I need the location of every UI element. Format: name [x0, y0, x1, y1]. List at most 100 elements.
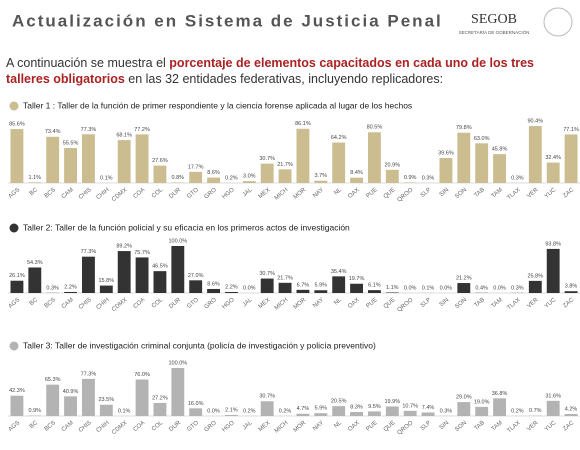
- value-label: 0.4%: [475, 285, 488, 291]
- chart-title: Taller 1 : Taller de la función de prime…: [23, 100, 412, 110]
- bar: [82, 134, 95, 183]
- x-tick-label: MOR: [293, 297, 308, 311]
- x-tick-label: TAM: [491, 297, 504, 309]
- value-label: 1.1%: [386, 285, 399, 291]
- x-tick-label: YUC: [544, 420, 558, 433]
- value-label: 0.2%: [225, 175, 238, 181]
- bar: [64, 291, 77, 293]
- bar: [153, 165, 167, 183]
- bar: [117, 140, 131, 183]
- value-label: 9.5%: [368, 404, 381, 410]
- x-tick-label: GRO: [204, 187, 219, 201]
- value-label: 0.8%: [172, 175, 185, 181]
- value-label: 46.5%: [152, 264, 168, 270]
- value-label: 3.7%: [315, 173, 328, 179]
- bar: [117, 251, 131, 293]
- x-tick-label: QROO: [397, 297, 415, 314]
- x-tick-label: CDMX: [111, 297, 128, 313]
- bar: [332, 142, 346, 183]
- x-tick-label: GTO: [186, 297, 200, 310]
- value-label: 65.3%: [45, 377, 61, 383]
- value-label: 19.9%: [385, 399, 401, 405]
- value-label: 2.2%: [225, 284, 238, 290]
- bar: [528, 280, 542, 293]
- bar: [189, 280, 203, 293]
- x-tick-label: GTO: [186, 187, 200, 200]
- x-tick-label: COL: [151, 297, 165, 310]
- bar: [368, 290, 381, 293]
- value-label: 19.7%: [349, 276, 365, 282]
- bar: [242, 181, 256, 183]
- value-label: 77.3%: [81, 249, 97, 255]
- bar: [82, 378, 95, 416]
- value-label: 89.2%: [116, 244, 132, 250]
- value-label: 0.0%: [493, 285, 506, 291]
- x-tick-label: QROO: [397, 187, 415, 204]
- bar: [385, 169, 399, 183]
- x-tick-label: COL: [151, 187, 165, 200]
- value-label: 0.2%: [511, 408, 524, 414]
- bar: [350, 412, 363, 416]
- x-tick-label: COA: [133, 420, 147, 433]
- value-label: 5.9%: [315, 283, 328, 289]
- x-tick-label: DUR: [168, 297, 182, 310]
- bar: [64, 148, 77, 183]
- value-label: 30.7%: [259, 394, 275, 400]
- value-label: 100.0%: [168, 238, 187, 244]
- value-label: 85.6%: [9, 122, 25, 128]
- value-label: 64.2%: [331, 135, 347, 141]
- intro-box: A continuación se muestra el porcentaje …: [6, 56, 534, 86]
- x-tick-label: OAX: [347, 297, 361, 310]
- value-label: 77.3%: [81, 371, 97, 377]
- bar: [10, 395, 24, 416]
- x-tick-label: MEX: [258, 420, 272, 433]
- value-label: 90.4%: [528, 119, 544, 125]
- bar: [564, 413, 578, 416]
- value-label: 10.7%: [402, 403, 418, 409]
- x-tick-label: NAY: [312, 187, 325, 199]
- value-label: 77.1%: [563, 127, 579, 133]
- x-tick-label: CAM: [61, 297, 75, 310]
- value-label: 0.0%: [243, 285, 256, 291]
- value-label: 2.2%: [64, 284, 77, 290]
- x-tick-label: SIN: [439, 420, 451, 431]
- bar: [171, 368, 185, 416]
- x-tick-label: JAL: [242, 187, 254, 199]
- bar: [368, 411, 381, 416]
- x-tick-label: QROO: [397, 420, 415, 437]
- x-tick-label: CDMX: [111, 187, 128, 203]
- x-tick-label: MEX: [258, 187, 272, 200]
- x-tick-label: CAM: [61, 420, 75, 433]
- bar: [385, 406, 399, 416]
- bar: [385, 292, 399, 293]
- bar: [546, 162, 560, 183]
- value-label: 8.6%: [207, 170, 220, 176]
- x-tick-label: COA: [133, 187, 147, 200]
- value-label: 0.2%: [243, 408, 256, 414]
- x-tick-label: ZAC: [562, 420, 576, 433]
- bar: [457, 132, 471, 183]
- x-tick-label: PUE: [365, 187, 378, 200]
- value-label: 8.3%: [350, 404, 363, 410]
- x-tick-label: NL: [333, 297, 343, 307]
- x-tick-label: PUE: [365, 297, 378, 310]
- x-tick-label: SON: [454, 297, 468, 310]
- value-label: 80.5%: [367, 125, 383, 131]
- bar: [403, 182, 417, 183]
- bar: [475, 143, 489, 183]
- value-label: 7.4%: [422, 405, 435, 411]
- x-tick-label: BC: [29, 297, 40, 307]
- bar: [475, 406, 489, 416]
- bar: [296, 289, 310, 293]
- x-tick-label: CHIH: [96, 420, 111, 434]
- value-label: 0.0%: [440, 285, 453, 291]
- x-tick-label: TAM: [491, 420, 504, 432]
- value-label: 4.7%: [297, 406, 310, 412]
- value-label: 0.3%: [422, 175, 435, 181]
- x-tick-label: ZAC: [562, 187, 576, 200]
- x-tick-label: CAM: [61, 187, 75, 200]
- x-tick-label: AGS: [8, 187, 22, 200]
- value-label: 76.0%: [134, 372, 150, 378]
